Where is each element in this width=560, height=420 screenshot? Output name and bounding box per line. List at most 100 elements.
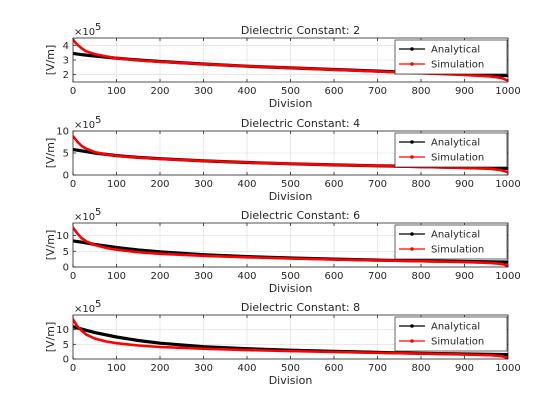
x-tick-label: 100 — [107, 86, 126, 97]
legend: Analytical Simulation — [394, 132, 508, 168]
y-exponent-power: 5 — [95, 207, 101, 218]
legend-label-analytical: Analytical — [431, 45, 480, 56]
x-tick-label: 500 — [281, 179, 300, 190]
x-tick-label: 100 — [107, 179, 126, 190]
legend-marker-simulation — [410, 155, 414, 159]
legend-marker-simulation — [410, 247, 414, 251]
y-exponent-label: ×10 — [74, 304, 95, 315]
chart-title: Dielectric Constant: 4 — [241, 117, 360, 130]
legend-label-simulation: Simulation — [431, 245, 484, 256]
x-tick-label: 100 — [107, 271, 126, 282]
x-axis-label: Division — [269, 97, 313, 110]
x-tick-label: 1000 — [495, 271, 520, 282]
x-tick-label: 800 — [411, 271, 430, 282]
x-tick-label: 300 — [194, 363, 213, 374]
x-tick-label: 100 — [107, 363, 126, 374]
x-tick-label: 600 — [324, 271, 343, 282]
y-tick-label: 4 — [63, 41, 69, 52]
legend-label-analytical: Analytical — [431, 322, 480, 333]
x-tick-label: 400 — [237, 179, 256, 190]
chart-title: Dielectric Constant: 2 — [241, 24, 360, 37]
y-exponent-label: ×10 — [74, 212, 95, 223]
legend-box — [394, 132, 508, 168]
legend-label-simulation: Simulation — [431, 337, 484, 348]
x-tick-label: 600 — [324, 179, 343, 190]
y-exponent-label: ×10 — [74, 27, 95, 38]
y-tick-label: 0 — [63, 355, 69, 366]
x-tick-label: 0 — [70, 363, 76, 374]
y-axis-label: [V/m] — [44, 322, 57, 353]
legend-marker-analytical — [410, 232, 414, 236]
x-tick-label: 700 — [368, 86, 387, 97]
y-tick-label: 10 — [56, 231, 69, 242]
legend-marker-simulation — [410, 339, 414, 343]
x-tick-label: 200 — [150, 86, 169, 97]
x-tick-label: 400 — [237, 363, 256, 374]
y-exponent-power: 5 — [95, 299, 101, 310]
x-tick-label: 500 — [281, 86, 300, 97]
x-tick-label: 900 — [455, 86, 474, 97]
x-tick-label: 900 — [455, 179, 474, 190]
x-tick-label: 1000 — [495, 86, 520, 97]
x-tick-label: 700 — [368, 363, 387, 374]
y-tick-label: 5 — [63, 340, 69, 351]
legend-label-simulation: Simulation — [431, 60, 484, 71]
y-axis-label: [V/m] — [44, 230, 57, 261]
y-tick-label: 10 — [56, 127, 69, 138]
x-tick-label: 400 — [237, 271, 256, 282]
legend-box — [394, 39, 508, 75]
subplot-1: 0 100 200 300 400 500 600 700 800 900 1000 2 3 4 ×10 5 D… — [44, 22, 521, 110]
y-exponent-power: 5 — [95, 22, 101, 33]
legend-box — [394, 224, 508, 260]
x-tick-label: 200 — [150, 179, 169, 190]
y-tick-label: 5 — [63, 247, 69, 258]
y-tick-label: 5 — [63, 149, 69, 160]
x-tick-label: 300 — [194, 271, 213, 282]
x-tick-label: 0 — [70, 271, 76, 282]
x-axis-label: Division — [269, 190, 313, 203]
legend-marker-simulation — [410, 62, 414, 66]
legend-marker-analytical — [410, 47, 414, 51]
x-tick-label: 700 — [368, 179, 387, 190]
y-tick-label: 0 — [63, 263, 69, 274]
x-tick-label: 900 — [455, 363, 474, 374]
chart-title: Dielectric Constant: 6 — [241, 209, 360, 222]
x-tick-label: 1000 — [495, 363, 520, 374]
x-tick-label: 0 — [70, 86, 76, 97]
legend-marker-analytical — [410, 324, 414, 328]
series-line-simulation — [73, 38, 508, 82]
x-tick-label: 300 — [194, 86, 213, 97]
y-tick-label: 0 — [63, 171, 69, 182]
x-tick-label: 600 — [324, 363, 343, 374]
x-tick-label: 500 — [281, 271, 300, 282]
x-tick-label: 0 — [70, 179, 76, 190]
legend: Analytical Simulation — [394, 316, 508, 352]
legend-box — [394, 316, 508, 352]
x-tick-label: 700 — [368, 271, 387, 282]
x-tick-label: 200 — [150, 271, 169, 282]
x-tick-label: 200 — [150, 363, 169, 374]
x-tick-label: 500 — [281, 363, 300, 374]
y-axis-label: [V/m] — [44, 45, 57, 76]
y-tick-label: 10 — [56, 325, 69, 336]
chart-title: Dielectric Constant: 8 — [241, 301, 360, 314]
series-line-simulation — [73, 226, 508, 267]
legend-label-analytical: Analytical — [431, 138, 480, 149]
series-line-simulation — [73, 318, 508, 359]
x-tick-label: 600 — [324, 86, 343, 97]
series-line-simulation — [73, 135, 508, 174]
y-tick-label: 2 — [63, 70, 69, 81]
y-tick-label: 3 — [63, 56, 69, 67]
y-axis-label: [V/m] — [44, 138, 57, 169]
x-tick-label: 800 — [411, 363, 430, 374]
x-axis-label: Division — [269, 282, 313, 295]
legend: Analytical Simulation — [394, 39, 508, 75]
x-tick-label: 900 — [455, 271, 474, 282]
x-tick-label: 400 — [237, 86, 256, 97]
x-tick-label: 1000 — [495, 179, 520, 190]
x-tick-label: 800 — [411, 179, 430, 190]
